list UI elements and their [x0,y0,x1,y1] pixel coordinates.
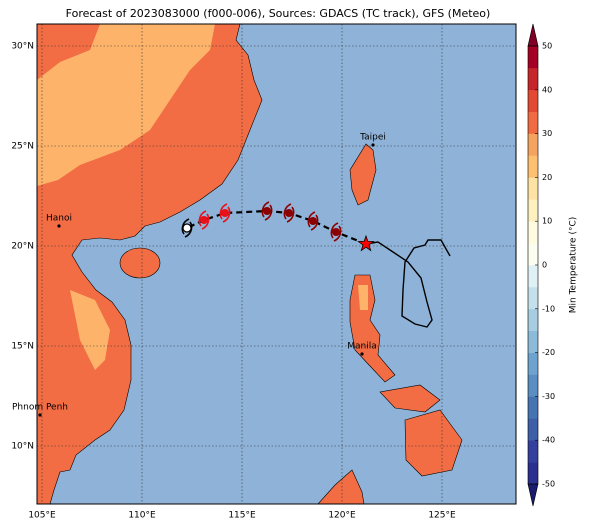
title: Forecast of 2023083000 (f000-006), Sourc… [66,7,491,20]
colorbar-bin [528,177,538,200]
colorbar-tick-label: 40 [542,85,552,94]
x-tick-label: 120°E [328,511,356,521]
map-frame [36,23,517,505]
track-point [285,209,293,217]
x-tick-label: 105°E [28,511,56,521]
colorbar-bin [528,374,538,397]
highland [37,24,215,186]
track-line [365,239,451,328]
colorbar-bin [528,243,538,266]
mindanao [404,409,463,477]
city-marker [360,352,364,356]
borneo [317,469,365,504]
colorbar-bin [528,89,538,112]
colorbar-extend-low [527,483,539,507]
hainan [119,247,161,279]
highland [358,285,368,310]
highland [70,290,110,370]
colorbar-bin [528,352,538,375]
colorbar-bin [528,440,538,463]
taiwan [349,143,377,206]
y-tick-label: 25°N [11,142,34,152]
colorbar-bin [528,111,538,134]
colorbar-tick-label: -30 [542,392,555,401]
city-label: Hanoi [46,214,72,224]
colorbar-tick-label: 20 [542,173,552,182]
colorbar-bin [528,155,538,178]
tracks [38,143,451,417]
y-tick-label: 20°N [11,242,34,252]
colorbar-bin [528,286,538,310]
colorbar-extend-high [527,23,539,47]
visayas [379,384,441,413]
map-area [37,24,516,504]
colorbar-label: Min Temperature (°C) [569,217,579,314]
x-tick-label: 110°E [128,511,156,521]
colorbar-tick-label: -20 [542,348,555,357]
colorbar-bin [528,67,538,91]
colorbar-bin [528,396,538,419]
current-position [357,234,375,252]
colorbar-tick-label: -40 [542,436,555,445]
grid [37,24,516,504]
colorbar-tick-label: -50 [542,480,555,489]
colorbar-bin [528,265,538,288]
x-tick-label: 115°E [228,511,256,521]
track-point [200,216,208,224]
y-tick-label: 30°N [11,42,34,52]
colorbar-tick-label: 50 [542,42,552,51]
colorbar-bin [528,46,538,69]
colorbar-bin [528,308,538,331]
city-label: Manila [347,342,377,352]
cyclone-symbol [307,211,319,231]
colorbar-bin [528,199,538,222]
colorbar-bin [528,133,538,156]
cyclone-symbol [261,201,273,221]
city-marker [57,224,61,228]
cyclone-symbol [219,203,231,223]
colorbar [527,23,539,507]
x-tick-label: 125°E [428,511,456,521]
cyclone-symbol [283,203,295,223]
colorbar-bin [528,221,538,244]
cyclone-symbol [330,222,342,242]
track-point [332,228,340,236]
track-point [221,209,229,217]
track-point [263,207,271,215]
colorbar-tick-label: 30 [542,129,552,138]
city-label: Taipei [359,133,386,143]
cyclone-symbol [181,218,193,238]
y-tick-label: 15°N [11,342,34,352]
colorbar-bin [528,462,538,485]
y-tick-label: 10°N [11,442,34,452]
city-marker [38,413,42,417]
colorbar-tick-label: 0 [542,261,547,270]
cyclone-symbol [198,210,210,230]
colorbar-bin [528,330,538,353]
colorbar-tick-label: 10 [542,217,552,226]
track-point [309,217,317,225]
colorbar-bin [528,418,538,441]
city-label: Phnom Penh [12,403,68,413]
colorbar-tick-label: -10 [542,304,555,313]
city-marker [371,143,375,147]
track-point [182,223,192,233]
